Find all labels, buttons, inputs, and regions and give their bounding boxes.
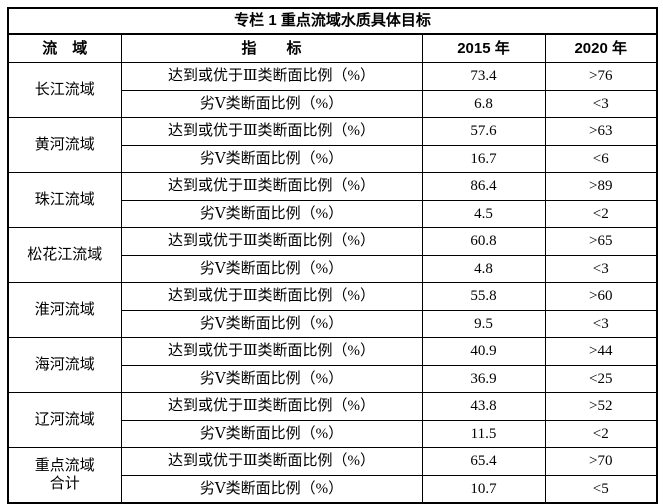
value-2015-cell: 16.7	[421, 144, 546, 173]
table-row: 黄河流域 达到或优于Ⅲ类断面比例（%） 57.6 >63	[7, 117, 658, 173]
col-header-basin: 流 域	[7, 33, 122, 63]
value-2020-cell: >89	[544, 172, 658, 201]
value-2020-cell: <3	[544, 254, 658, 283]
value-2020-cell: <5	[544, 474, 658, 504]
value-2020-cell: <3	[544, 89, 658, 118]
value-2020-cell: >70	[544, 447, 658, 476]
value-2015-cell: 57.6	[421, 117, 546, 146]
table-row: 海河流域 达到或优于Ⅲ类断面比例（%） 40.9 >44	[7, 337, 658, 393]
value-2020-cell: >63	[544, 117, 658, 146]
value-2015-cell: 6.8	[421, 89, 546, 118]
indicator-cell: 劣Ⅴ类断面比例（%）	[120, 144, 423, 173]
table-row: 劣Ⅴ类断面比例（%） 11.5 <2	[8, 419, 658, 448]
value-2015-cell: 9.5	[421, 309, 546, 338]
value-2015-cell: 4.5	[421, 199, 546, 228]
indicator-cell: 达到或优于Ⅲ类断面比例（%）	[120, 337, 423, 366]
value-2020-cell: <2	[544, 419, 658, 448]
table-row: 劣Ⅴ类断面比例（%） 9.5 <3	[8, 309, 658, 338]
table-row: 劣Ⅴ类断面比例（%） 4.5 <2	[8, 199, 658, 228]
water-quality-table: 专栏 1 重点流域水质具体目标 流 域 指 标 2015 年 2020 年 长江…	[7, 7, 658, 504]
value-2015-cell: 10.7	[421, 474, 546, 504]
basin-cell: 珠江流域	[7, 172, 122, 228]
indicator-cell: 达到或优于Ⅲ类断面比例（%）	[120, 117, 423, 146]
table-row: 劣Ⅴ类断面比例（%） 4.8 <3	[8, 254, 658, 283]
value-2015-cell: 43.8	[421, 392, 546, 421]
value-2015-cell: 36.9	[421, 364, 546, 393]
basin-cell: 辽河流域	[7, 392, 122, 448]
page: { "table": { "title": "专栏 1 重点流域水质具体目标",…	[0, 7, 663, 504]
value-2020-cell: <6	[544, 144, 658, 173]
table-row: 劣Ⅴ类断面比例（%） 36.9 <25	[8, 364, 658, 393]
indicator-cell: 劣Ⅴ类断面比例（%）	[120, 199, 423, 228]
basin-cell: 海河流域	[7, 337, 122, 393]
table-row: 松花江流域 达到或优于Ⅲ类断面比例（%） 60.8 >65	[7, 227, 658, 283]
table-row: 淮河流域 达到或优于Ⅲ类断面比例（%） 55.8 >60	[7, 282, 658, 338]
basin-cell: 松花江流域	[7, 227, 122, 283]
indicator-cell: 劣Ⅴ类断面比例（%）	[120, 254, 423, 283]
indicator-cell: 达到或优于Ⅲ类断面比例（%）	[120, 447, 423, 476]
table-title-row: 专栏 1 重点流域水质具体目标	[7, 7, 658, 35]
table-title: 专栏 1 重点流域水质具体目标	[7, 7, 658, 35]
indicator-cell: 劣Ⅴ类断面比例（%）	[120, 309, 423, 338]
table-row: 劣Ⅴ类断面比例（%） 16.7 <6	[8, 144, 658, 173]
indicator-cell: 劣Ⅴ类断面比例（%）	[120, 89, 423, 118]
value-2015-cell: 4.8	[421, 254, 546, 283]
indicator-cell: 劣Ⅴ类断面比例（%）	[120, 474, 423, 504]
table-row: 长江流域 达到或优于Ⅲ类断面比例（%） 73.4 >76	[7, 62, 658, 118]
value-2020-cell: >76	[544, 62, 658, 91]
table-row: 辽河流域 达到或优于Ⅲ类断面比例（%） 43.8 >52	[7, 392, 658, 448]
table-row: 珠江流域 达到或优于Ⅲ类断面比例（%） 86.4 >89	[7, 172, 658, 228]
value-2020-cell: <2	[544, 199, 658, 228]
basin-cell: 黄河流域	[7, 117, 122, 173]
value-2020-cell: >65	[544, 227, 658, 256]
table-row: 重点流域 合计 达到或优于Ⅲ类断面比例（%） 65.4 >70	[7, 447, 658, 504]
table-row: 劣Ⅴ类断面比例（%） 6.8 <3	[8, 89, 658, 118]
value-2015-cell: 65.4	[421, 447, 546, 476]
col-header-indicator: 指 标	[120, 33, 423, 63]
basin-cell: 淮河流域	[7, 282, 122, 338]
indicator-cell: 劣Ⅴ类断面比例（%）	[120, 419, 423, 448]
value-2020-cell: <3	[544, 309, 658, 338]
value-2020-cell: >44	[544, 337, 658, 366]
indicator-cell: 劣Ⅴ类断面比例（%）	[120, 364, 423, 393]
indicator-cell: 达到或优于Ⅲ类断面比例（%）	[120, 62, 423, 91]
col-header-2020: 2020 年	[544, 33, 658, 63]
value-2020-cell: >52	[544, 392, 658, 421]
indicator-cell: 达到或优于Ⅲ类断面比例（%）	[120, 282, 423, 311]
col-header-2015: 2015 年	[421, 33, 546, 63]
value-2015-cell: 40.9	[421, 337, 546, 366]
value-2015-cell: 60.8	[421, 227, 546, 256]
value-2020-cell: >60	[544, 282, 658, 311]
value-2020-cell: <25	[544, 364, 658, 393]
value-2015-cell: 73.4	[421, 62, 546, 91]
basin-cell: 长江流域	[7, 62, 122, 118]
table-header-row: 流 域 指 标 2015 年 2020 年	[7, 33, 658, 63]
value-2015-cell: 86.4	[421, 172, 546, 201]
value-2015-cell: 55.8	[421, 282, 546, 311]
indicator-cell: 达到或优于Ⅲ类断面比例（%）	[120, 392, 423, 421]
value-2015-cell: 11.5	[421, 419, 546, 448]
indicator-cell: 达到或优于Ⅲ类断面比例（%）	[120, 227, 423, 256]
indicator-cell: 达到或优于Ⅲ类断面比例（%）	[120, 172, 423, 201]
basin-cell: 重点流域 合计	[7, 447, 122, 504]
